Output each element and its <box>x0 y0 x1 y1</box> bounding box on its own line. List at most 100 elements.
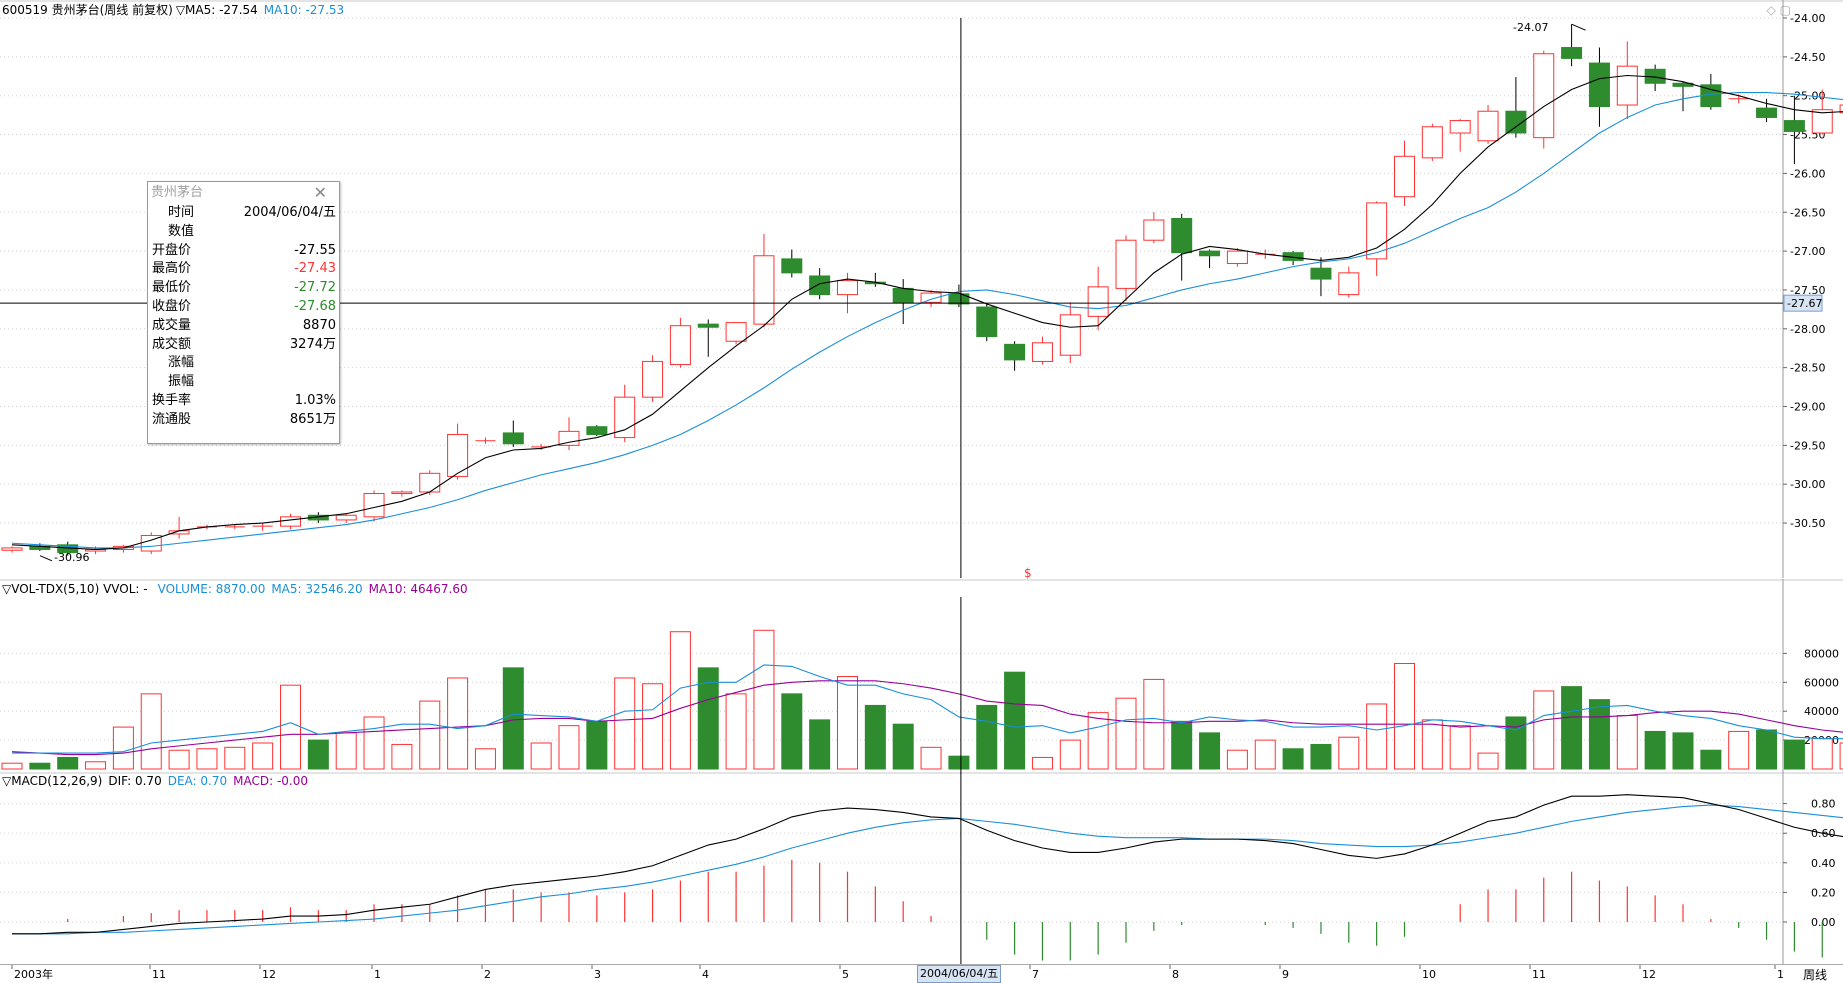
vol-indicator-label: ▽VOL-TDX(5,10) VVOL: - <box>2 582 148 596</box>
min-price-label: -30.96 <box>54 551 90 564</box>
dif-label: DIF: 0.70 <box>108 774 162 788</box>
max-price-label: -24.07 <box>1513 21 1549 34</box>
symbol-label: 600519 贵州茅台(周线 前复权) <box>2 3 173 17</box>
crosshair-price-label: -27.67 <box>1787 297 1822 310</box>
macd-chart[interactable]: 0.800.600.400.200.00 <box>0 772 1843 965</box>
macd-pane[interactable]: ▽MACD(12,26,9) DIF: 0.70 DEA: 0.70 MACD: -0… <box>0 772 1843 965</box>
tooltip-key: 振幅 <box>168 374 195 390</box>
tooltip-title-bar[interactable]: 贵州茅台 ✕ <box>148 182 339 204</box>
volume-bar <box>1031 756 1053 770</box>
volume-bar <box>363 716 385 770</box>
tooltip-key: 流通股 <box>152 411 192 427</box>
tooltip-value: 2004/06/04/五 <box>243 205 336 220</box>
time-tick-label: 12 <box>262 968 276 981</box>
tooltip-row: 振幅 <box>148 373 339 392</box>
candle-body <box>1310 267 1332 280</box>
time-tick-label: 2 <box>484 968 491 981</box>
volume-bar <box>1421 719 1443 770</box>
candle-body <box>697 323 719 328</box>
ma10-line <box>11 92 1843 549</box>
volume-bar <box>1477 752 1499 770</box>
candle-body <box>335 514 357 521</box>
time-tick-label: 9 <box>1282 968 1289 981</box>
price-tick-label: -24.00 <box>1790 12 1825 25</box>
volume-bar <box>1226 749 1248 770</box>
volume-chart[interactable]: 80000600004000020000 <box>0 579 1843 774</box>
volume-bar <box>809 719 831 770</box>
tooltip-row: 最低价 -27.72 <box>148 279 339 298</box>
volume-ma5-line <box>12 664 1843 754</box>
volume-bar <box>976 704 998 770</box>
ma5-label: ▽MA5: -27.54 <box>175 3 258 17</box>
candle-body <box>363 493 385 518</box>
tooltip-value: 1.03% <box>294 392 336 408</box>
volume-bar <box>1115 697 1137 770</box>
candlestick-pane[interactable]: 600519 贵州茅台(周线 前复权) ▽MA5: -27.54 MA10: -27… <box>0 0 1843 580</box>
volume-bar <box>586 720 608 770</box>
volume-bar <box>1394 663 1415 770</box>
tooltip-row: 时间 2004/06/04/五 <box>148 204 339 223</box>
volume-bar <box>1561 686 1583 770</box>
candle-body <box>1588 62 1610 108</box>
candle-body <box>1143 219 1165 241</box>
volume-bar <box>1672 732 1694 770</box>
candle-body <box>1115 239 1137 289</box>
tooltip-title: 贵州茅台 <box>151 185 204 200</box>
time-tick-label: 1 <box>374 968 381 981</box>
tooltip-value: -27.72 <box>294 280 336 296</box>
volume-bar <box>1004 671 1026 770</box>
event-marker[interactable]: $ <box>1024 566 1032 580</box>
candle-body <box>1059 314 1081 356</box>
volume-bar <box>530 742 552 770</box>
candle-body <box>1 547 23 551</box>
time-tick-label: 11 <box>1532 968 1546 981</box>
pane-controls[interactable]: ◇ ▢ <box>1766 3 1791 17</box>
volume-bar <box>112 726 134 770</box>
crosshair-date-label: 2004/06/04/五 <box>917 965 1002 983</box>
candlestick-chart[interactable]: -24.00-24.50-25.00-25.50-26.00-26.50-27.… <box>0 0 1843 578</box>
candle-body <box>1756 107 1778 118</box>
candle-body <box>586 426 608 435</box>
volume-bar <box>1588 699 1610 770</box>
tooltip-row: 最高价 -27.43 <box>148 260 339 279</box>
ma10-label: MA10: -27.53 <box>263 3 345 17</box>
candle-body <box>1783 120 1805 132</box>
volume-label: VOLUME: 8870.00 <box>157 582 266 596</box>
price-tick-label: -30.00 <box>1790 478 1825 491</box>
volume-bar <box>224 746 246 770</box>
time-tick-label: 2003年 <box>14 967 53 981</box>
volume-bar <box>1811 738 1833 770</box>
period-label[interactable]: 周线 <box>1803 968 1828 982</box>
crosshair-price-box <box>1783 294 1823 312</box>
price-tick-label: -28.50 <box>1790 362 1825 375</box>
time-tick-label: 4 <box>702 968 709 981</box>
volume-bar <box>1533 690 1555 770</box>
volume-bar <box>168 749 190 770</box>
tooltip-value: -27.43 <box>294 261 336 277</box>
candle-body <box>1505 110 1527 134</box>
tooltip-key: 时间 <box>168 205 195 220</box>
candle-body <box>447 433 469 477</box>
price-tick-label: -25.00 <box>1790 90 1825 103</box>
tooltip-row: 数值 <box>148 223 339 242</box>
time-axis[interactable]: 2003年 11 12 1 2 3 4 5 7 8 9 10 11 12 1 2004/06/04/五 周线 <box>0 964 1843 983</box>
data-tooltip[interactable]: 贵州茅台 ✕ 时间 2004/06/04/五 数值 开盘价 -27.55 最高价 -27.4… <box>147 181 340 444</box>
close-icon[interactable]: ✕ <box>313 183 327 202</box>
volume-bar <box>57 756 79 770</box>
volume-bar <box>474 748 496 770</box>
macd-value-label: MACD: -0.00 <box>233 774 308 788</box>
time-tick-label: 7 <box>1032 968 1039 981</box>
macd-tick-label: 0.80 <box>1811 798 1836 811</box>
volume-bar <box>1254 739 1276 770</box>
price-tick-label: -26.00 <box>1790 167 1825 180</box>
time-tick-label: 12 <box>1642 968 1656 981</box>
macd-tick-label: 0.00 <box>1811 916 1836 929</box>
volume-bar <box>196 748 218 770</box>
candle-body <box>1087 286 1109 317</box>
candle-body <box>892 287 914 303</box>
tooltip-row: 收盘价 -27.68 <box>148 298 339 317</box>
volume-bar <box>335 732 357 770</box>
volume-pane[interactable]: ▽VOL-TDX(5,10) VVOL: - VOLUME: 8870.00 MA5… <box>0 579 1843 774</box>
volume-bar <box>642 683 664 770</box>
volume-bar <box>1783 739 1805 770</box>
